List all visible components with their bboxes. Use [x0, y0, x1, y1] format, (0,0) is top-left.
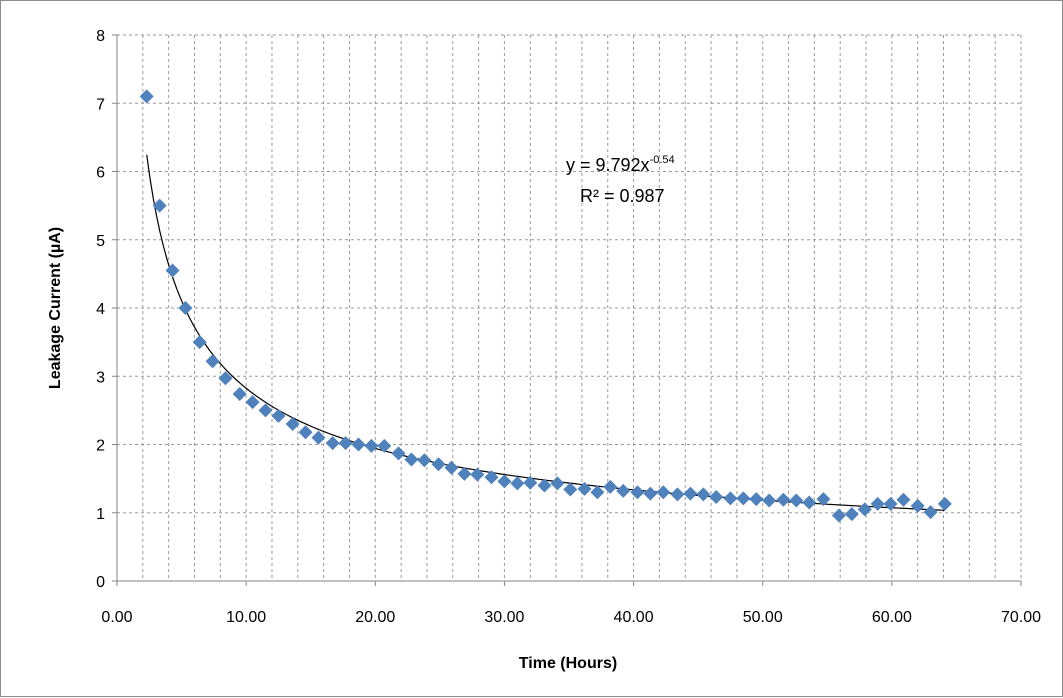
data-point [683, 486, 698, 501]
trendline-layer [146, 154, 945, 511]
data-point [816, 492, 831, 507]
data-point [736, 491, 751, 506]
data-point [298, 425, 313, 440]
data-point [603, 479, 618, 494]
data-point [883, 496, 898, 511]
grid [117, 34, 1022, 581]
data-point [550, 476, 565, 491]
data-point [857, 502, 872, 517]
data-point [404, 452, 419, 467]
data-point [510, 476, 525, 491]
data-point [285, 417, 300, 432]
data-point [616, 483, 631, 498]
data-point [630, 485, 645, 500]
y-tick-label: 1 [96, 506, 105, 523]
data-point [802, 495, 817, 510]
data-point [896, 492, 911, 507]
r-squared-label: R² = 0.987 [580, 186, 665, 206]
data-point [937, 496, 952, 511]
data-point [178, 301, 193, 315]
x-tick-label: 30.00 [484, 609, 524, 626]
y-tick-label: 0 [96, 574, 105, 591]
trendline-equation-exponent: -0.54 [650, 154, 675, 166]
x-tick-label: 20.00 [355, 609, 395, 626]
data-point [923, 505, 938, 520]
data-point [245, 395, 260, 410]
data-point [431, 457, 446, 472]
data-point [844, 507, 859, 522]
trendline [146, 154, 945, 511]
data-point [192, 335, 207, 350]
data-point [470, 467, 485, 482]
y-tick-label: 5 [96, 233, 105, 250]
data-point [910, 498, 925, 513]
y-axis-title: Leakage Current (µA) [47, 227, 64, 389]
y-tick-label: 4 [96, 301, 105, 318]
data-point [364, 438, 379, 453]
data-point [590, 485, 605, 500]
x-tick-label: 40.00 [614, 609, 654, 626]
data-point [338, 436, 353, 451]
data-point [709, 490, 724, 505]
data-point [762, 493, 777, 508]
data-point [484, 470, 499, 485]
data-point [870, 496, 885, 511]
axes [112, 34, 1022, 586]
data-point [271, 408, 286, 423]
data-point [831, 508, 846, 523]
data-point [377, 438, 392, 453]
trendline-equation-base: y = 9.792x [566, 155, 650, 175]
data-point [537, 478, 552, 493]
data-point [457, 466, 472, 481]
data-point [232, 386, 247, 401]
x-tick-label: 0.00 [101, 609, 132, 626]
data-point [444, 460, 459, 475]
data-point [325, 436, 340, 451]
data-point [563, 482, 578, 497]
data-point [696, 487, 711, 502]
trendline-equation: y = 9.792x-0.54 [566, 154, 675, 175]
y-tick-label: 8 [96, 28, 105, 45]
x-tick-label: 10.00 [226, 609, 266, 626]
x-axis-title: Time (Hours) [519, 655, 617, 672]
data-point [749, 492, 764, 507]
data-point [391, 446, 406, 461]
y-tick-label: 6 [96, 165, 105, 182]
data-point [351, 437, 366, 452]
data-point [789, 493, 804, 508]
data-point [165, 263, 180, 278]
data-point [311, 430, 326, 445]
x-tick-label: 50.00 [743, 609, 783, 626]
data-point [139, 89, 154, 104]
data-point [776, 492, 791, 507]
y-tick-label: 3 [96, 369, 105, 386]
tick-labels: 0 1 2 3 4 5 6 7 8 0.00 10.00 20.00 30.00 40.00 50.00 60… [96, 28, 1041, 626]
x-tick-label: 70.00 [1001, 609, 1041, 626]
data-point [577, 481, 592, 496]
data-point [417, 453, 432, 468]
y-tick-label: 7 [96, 96, 105, 113]
x-tick-label: 60.00 [872, 609, 912, 626]
data-point [205, 354, 220, 369]
data-point [523, 475, 538, 490]
y-tick-label: 2 [96, 438, 105, 455]
data-points [139, 89, 952, 523]
data-point [670, 487, 685, 502]
data-point [152, 198, 167, 213]
data-point [218, 371, 233, 386]
data-point [497, 474, 512, 489]
data-point [656, 485, 671, 500]
data-point [723, 491, 738, 506]
data-point [258, 403, 273, 418]
data-point [643, 486, 658, 501]
